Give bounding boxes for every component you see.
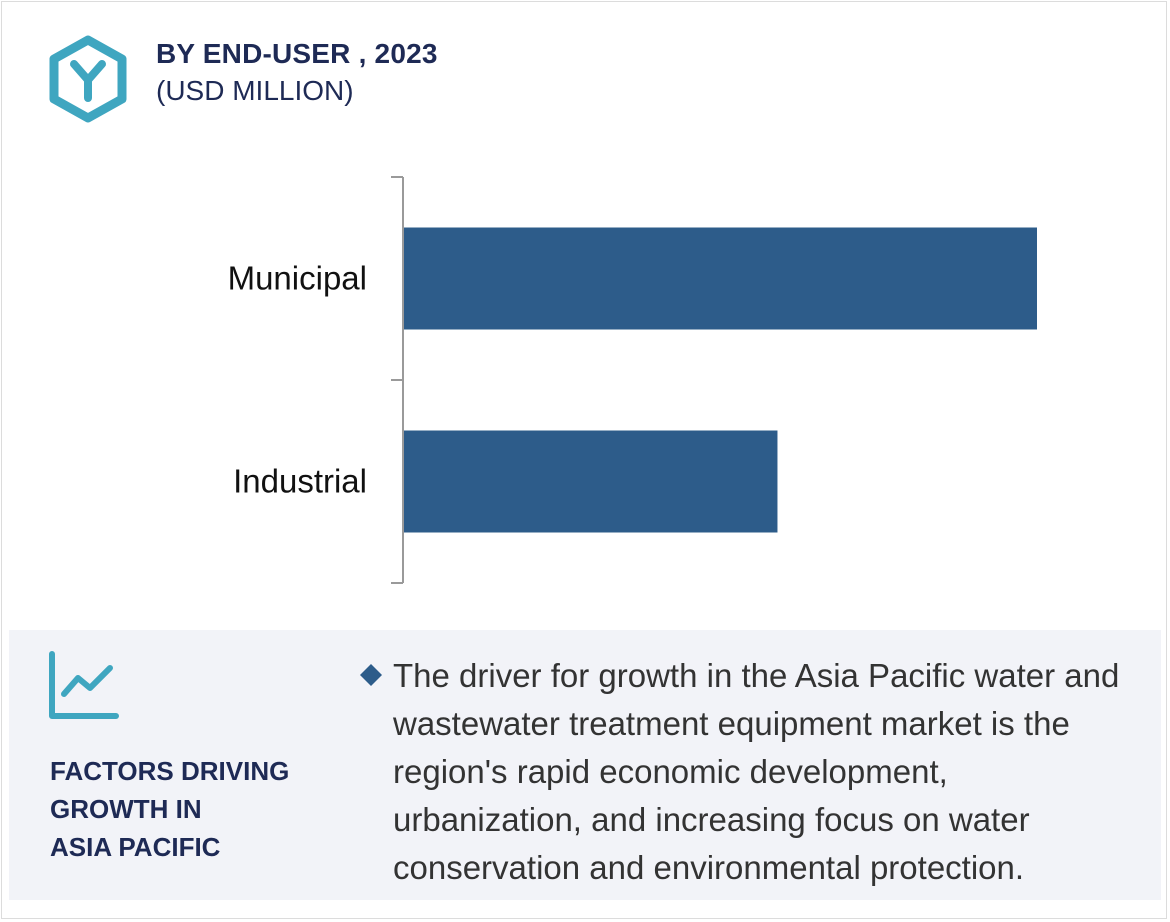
category-label: Industrial: [233, 463, 367, 500]
driver-text: The driver for growth in the Asia Pacifi…: [393, 657, 1120, 886]
hexagon-y-logo-icon: [49, 35, 127, 123]
factors-heading-line: FACTORS DRIVING: [50, 756, 290, 786]
bar-municipal: [404, 227, 1037, 330]
bar-chart: Municipal Industrial: [228, 176, 1037, 584]
diamond-bullet-icon: [360, 664, 382, 686]
factors-heading-line: GROWTH IN: [50, 794, 202, 824]
chart-title: BY END-USER , 2023: [156, 38, 438, 69]
category-label: Municipal: [228, 260, 367, 297]
bar-industrial: [404, 430, 778, 533]
line-chart-icon: [49, 651, 119, 719]
factors-panel: [9, 630, 1161, 900]
factors-heading: FACTORS DRIVING GROWTH IN ASIA PACIFIC: [50, 752, 320, 866]
factors-heading-line: ASIA PACIFIC: [50, 832, 221, 862]
chart-subtitle: (USD MILLION): [156, 75, 354, 106]
